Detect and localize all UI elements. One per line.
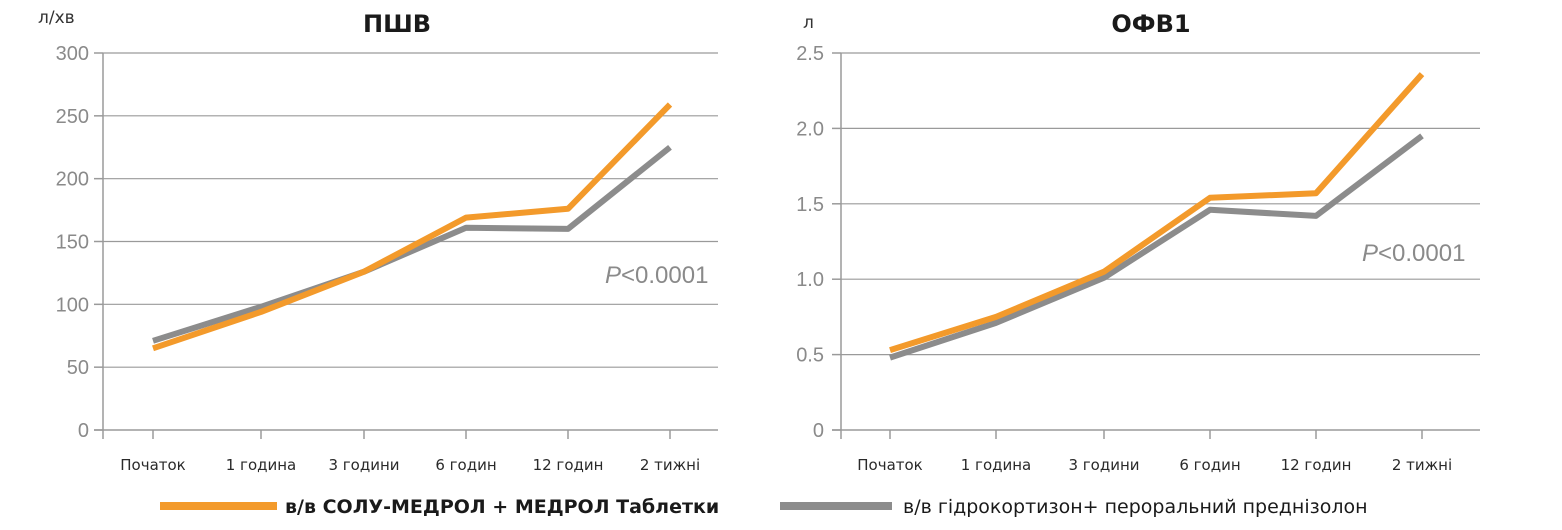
x-tick-label: 6 годин	[1179, 456, 1240, 474]
x-tick-label: 12 годин	[1281, 456, 1352, 474]
y-tick-label: 100	[56, 294, 89, 316]
x-tick-label: 6 годин	[435, 456, 496, 474]
y-tick-label: 2.0	[796, 118, 824, 140]
series-line-orange	[152, 102, 673, 352]
y-tick-label: 0.5	[796, 345, 824, 367]
x-tick-label: 3 години	[1068, 456, 1139, 474]
x-tick-label: Початок	[120, 456, 186, 474]
p-value-annotation: P<0.0001	[605, 262, 708, 289]
y-tick-label: 150	[56, 232, 89, 254]
series-line-gray	[152, 144, 672, 344]
y-tick-label: 250	[56, 106, 89, 128]
x-tick-label: 3 години	[328, 456, 399, 474]
y-tick-label: 200	[56, 169, 89, 191]
p-value-symbol: P	[1362, 240, 1378, 267]
p-value-symbol: P	[605, 262, 621, 289]
chart-title: ПШВ	[363, 10, 431, 38]
x-tick-label: 2 тижні	[640, 456, 700, 474]
y-tick-label: 50	[67, 357, 89, 379]
series-line-gray	[889, 133, 1424, 361]
legend-label: в/в гідрокортизон+ пероральний преднізол…	[903, 496, 1368, 518]
p-value-number: <0.0001	[621, 262, 708, 289]
p-value-annotation: P<0.0001	[1362, 240, 1465, 267]
series-line-orange	[889, 72, 1425, 353]
chart-title: ОФВ1	[1111, 10, 1190, 38]
y-tick-label: 1.5	[796, 194, 824, 216]
x-tick-label: 12 годин	[533, 456, 604, 474]
chart-fev1: ОФВ1 л 0 0.5 1.0 1.5 2.0 2.5 Початок 1 година 3 го…	[796, 10, 1480, 474]
y-tick-label: 0	[813, 420, 824, 442]
y-tick-label: 2.5	[796, 43, 824, 65]
chart-pef: ПШВ л/хв 0 50 100 150 200 250 300 Початок 1 година…	[38, 8, 718, 474]
x-tick-label: 2 тижні	[1392, 456, 1452, 474]
y-tick-label: 0	[78, 420, 89, 442]
x-tick-label: 1 година	[226, 456, 297, 474]
x-tick-label: 1 година	[961, 456, 1032, 474]
y-axis-unit-label: л/хв	[38, 8, 75, 28]
y-axis-unit-label: л	[803, 13, 814, 33]
legend: в/в СОЛУ-МЕДРОЛ + МЕДРОЛ Таблетки в/в гід…	[160, 496, 1368, 518]
y-tick-label: 1.0	[796, 269, 824, 291]
legend-label: в/в СОЛУ-МЕДРОЛ + МЕДРОЛ Таблетки	[285, 496, 719, 518]
p-value-number: <0.0001	[1378, 240, 1465, 267]
y-tick-label: 300	[56, 43, 89, 65]
x-tick-label: Початок	[857, 456, 923, 474]
